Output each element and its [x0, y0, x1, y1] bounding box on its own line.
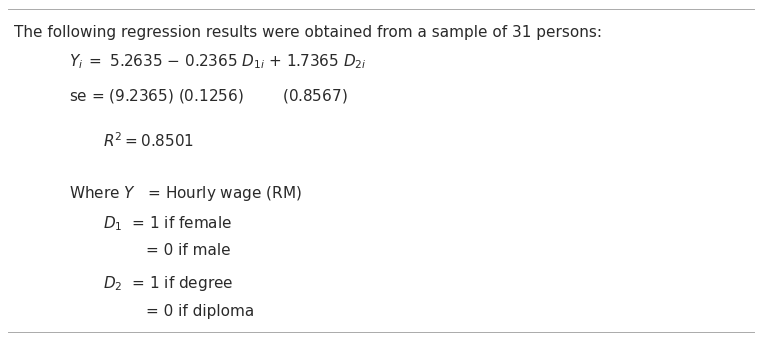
Text: = 0 if diploma: = 0 if diploma — [146, 304, 255, 319]
Text: $R^2 = 0.8501$: $R^2 = 0.8501$ — [103, 131, 194, 150]
Text: = 0 if male: = 0 if male — [146, 243, 231, 258]
Text: $Y_i\; =$ 5.2635 $-$ 0.2365 $D_{1i}$ $+$ 1.7365 $D_{2i}$: $Y_i\; =$ 5.2635 $-$ 0.2365 $D_{1i}$ $+$… — [69, 53, 367, 71]
Text: $D_1$  = 1 if female: $D_1$ = 1 if female — [103, 214, 232, 233]
Text: The following regression results were obtained from a sample of 31 persons:: The following regression results were ob… — [14, 26, 602, 40]
Text: Where $Y$   = Hourly wage (RM): Where $Y$ = Hourly wage (RM) — [69, 184, 302, 203]
Text: $\mathrm{se}$ = (9.2365) (0.1256)        (0.8567): $\mathrm{se}$ = (9.2365) (0.1256) (0.856… — [69, 87, 347, 105]
Text: $D_2$  = 1 if degree: $D_2$ = 1 if degree — [103, 274, 233, 293]
